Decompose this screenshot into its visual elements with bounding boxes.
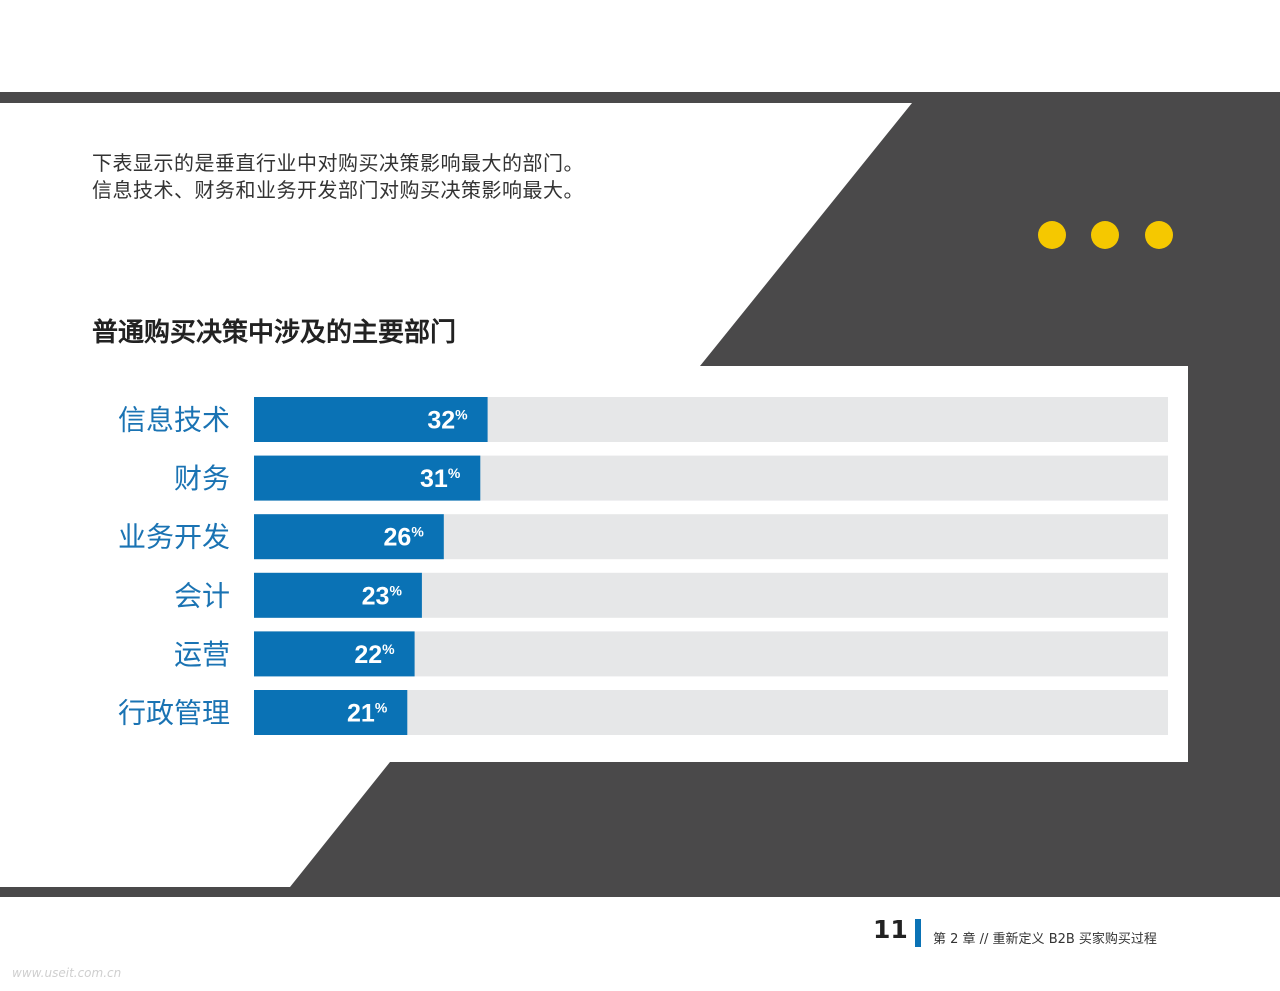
value-label: 32% xyxy=(427,407,468,435)
category-label: 财务 xyxy=(174,462,230,495)
category-label: 业务开发 xyxy=(118,521,230,554)
accent-dot-3 xyxy=(1145,221,1173,249)
bar xyxy=(254,690,408,735)
bottom-rule xyxy=(0,887,1280,897)
value-label: 21% xyxy=(347,700,388,728)
bar xyxy=(254,572,422,618)
bar xyxy=(254,514,444,560)
page-separator xyxy=(915,919,921,947)
bar xyxy=(254,455,481,501)
bar xyxy=(254,397,488,442)
dark-diagonal-panel xyxy=(290,103,1280,887)
category-label: 运营 xyxy=(174,638,230,671)
intro-text: 下表显示的是垂直行业中对购买决策影响最大的部门。 信息技术、财务和业务开发部门对… xyxy=(92,150,584,204)
category-label: 会计 xyxy=(174,579,230,612)
accent-dot-1 xyxy=(1038,221,1066,249)
top-rule xyxy=(0,92,1280,103)
intro-line-2: 信息技术、财务和业务开发部门对购买决策影响最大。 xyxy=(92,178,584,202)
value-label: 23% xyxy=(362,582,403,610)
value-label: 31% xyxy=(420,465,461,493)
watermark: www.useit.com.cn xyxy=(12,966,122,980)
chapter-label: 第 2 章 // 重新定义 B2B 买家购买过程 xyxy=(933,932,1157,947)
chart-title: 普通购买决策中涉及的主要部门 xyxy=(92,318,457,348)
bar xyxy=(254,631,415,677)
value-label: 22% xyxy=(354,641,395,669)
category-label: 行政管理 xyxy=(118,697,230,730)
accent-dot-2 xyxy=(1091,221,1119,249)
category-label: 信息技术 xyxy=(118,404,230,437)
value-label: 26% xyxy=(384,524,425,552)
intro-line-1: 下表显示的是垂直行业中对购买决策影响最大的部门。 xyxy=(92,151,584,175)
page-number: 11 xyxy=(873,915,908,944)
